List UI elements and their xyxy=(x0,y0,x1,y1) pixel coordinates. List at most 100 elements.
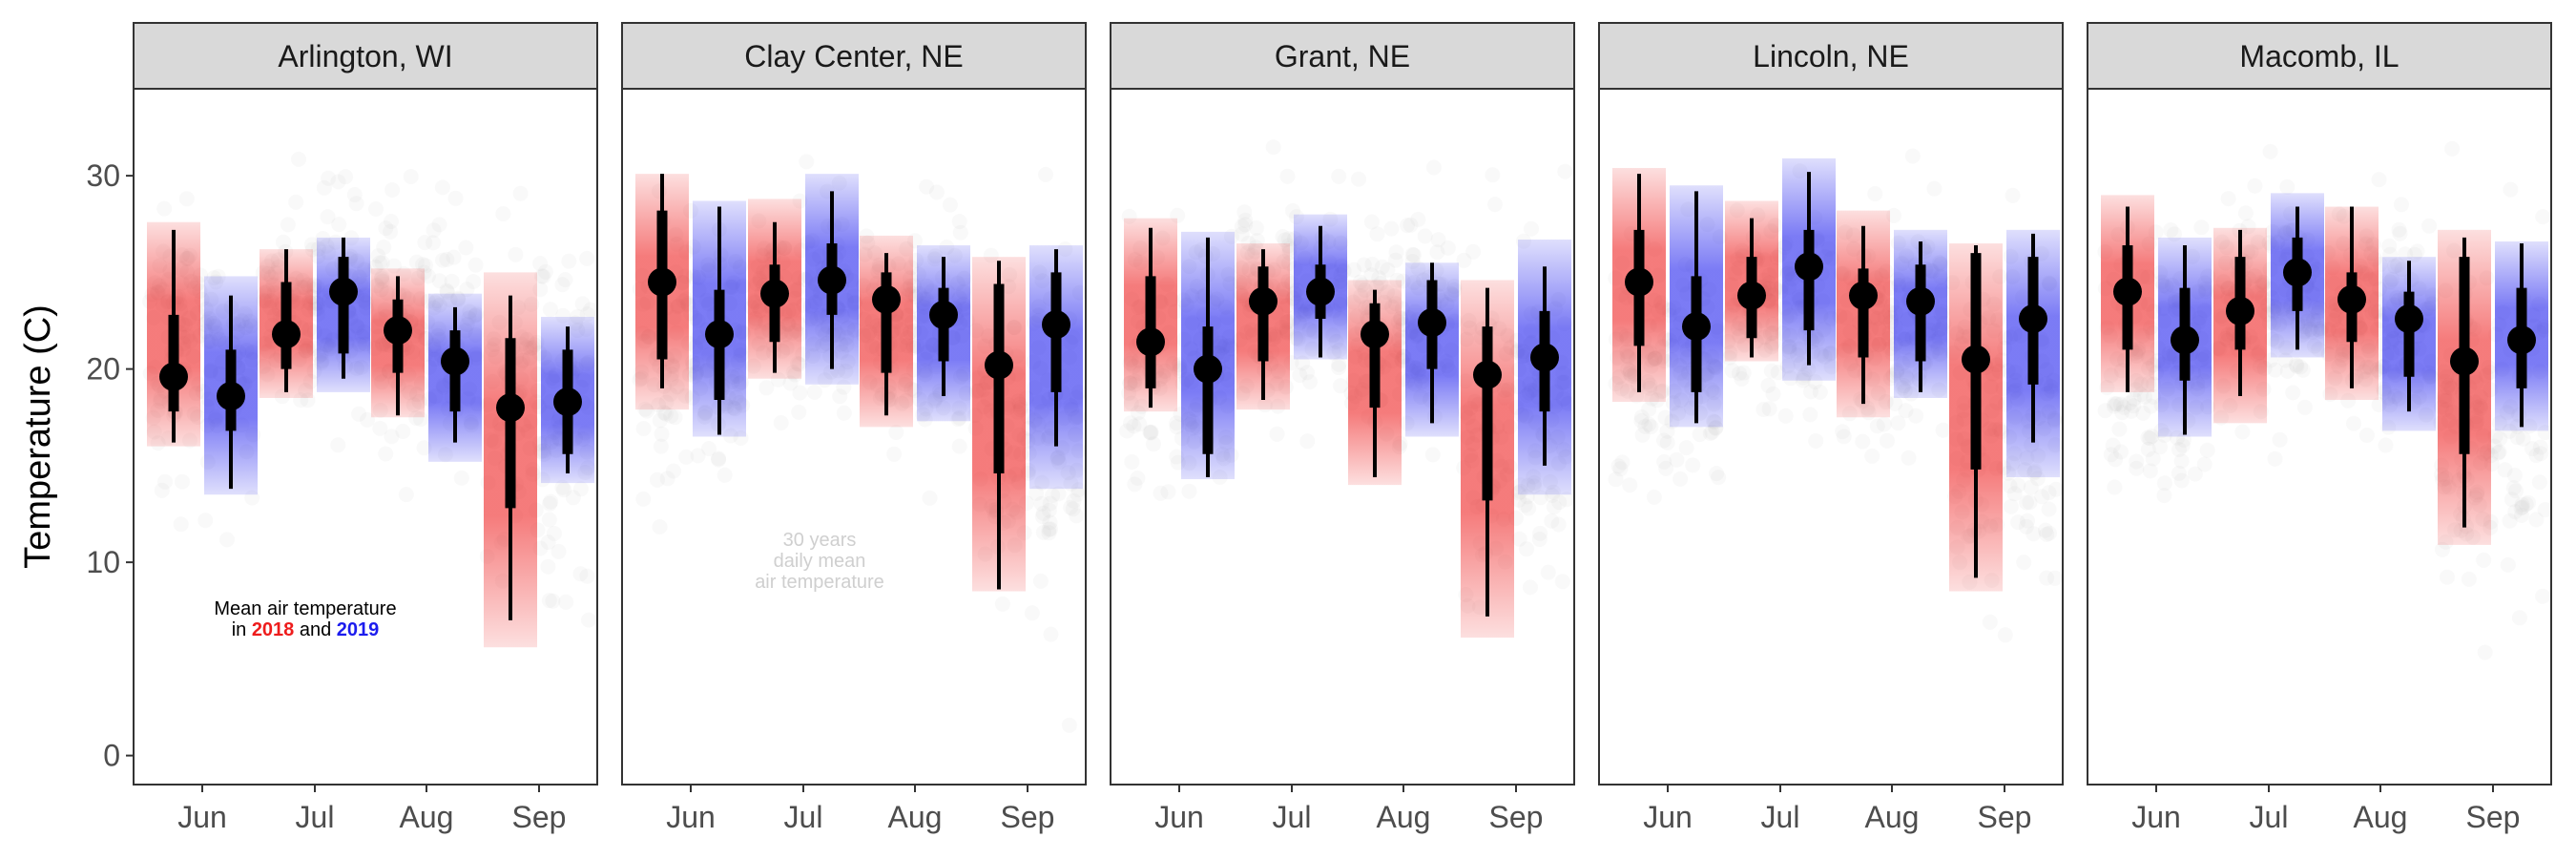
background-point xyxy=(512,185,529,201)
background-point xyxy=(384,182,401,198)
background-point xyxy=(2126,391,2142,407)
background-point xyxy=(942,197,958,213)
background-point xyxy=(1124,454,1140,470)
x-tick-label: Aug xyxy=(2354,800,2408,834)
background-point xyxy=(1380,262,1396,278)
facet-strip-label: Clay Center, NE xyxy=(744,39,963,73)
background-point xyxy=(417,235,433,251)
background-point xyxy=(2126,398,2142,414)
background-point xyxy=(1331,356,1347,372)
background-point xyxy=(791,404,807,420)
background-point xyxy=(533,268,550,284)
background-point xyxy=(403,169,419,184)
background-point xyxy=(1867,186,1883,201)
background-point xyxy=(832,388,848,405)
background-point xyxy=(2296,399,2313,415)
background-point xyxy=(426,222,442,239)
background-note-line: daily mean xyxy=(774,551,866,572)
facet-panel-grant-ne: Grant, NE Jun Jul Aug Sep xyxy=(1110,22,1575,834)
background-point xyxy=(2490,445,2506,461)
background-point xyxy=(1678,440,1694,456)
background-point xyxy=(2237,205,2254,221)
background-point xyxy=(1405,247,1422,263)
background-point xyxy=(1425,159,1442,176)
mean-point xyxy=(985,350,1013,380)
annotation-line-1: Mean air temperature xyxy=(214,598,396,619)
mean-point xyxy=(1962,345,1990,374)
background-point xyxy=(384,429,400,445)
background-point xyxy=(1869,418,1885,434)
background-point xyxy=(384,214,399,229)
background-point xyxy=(1424,447,1441,463)
background-point xyxy=(2020,513,2035,529)
background-point xyxy=(1658,460,1674,476)
background-point xyxy=(1702,426,1718,441)
background-point xyxy=(1069,508,1085,524)
background-point xyxy=(2114,405,2130,421)
mean-point xyxy=(2450,346,2479,376)
background-point xyxy=(557,272,573,287)
background-point xyxy=(653,438,669,454)
background-point xyxy=(1890,415,1906,431)
background-point xyxy=(551,543,567,559)
background-point xyxy=(219,532,235,548)
mean-point xyxy=(384,316,412,346)
background-point xyxy=(545,593,561,609)
background-point xyxy=(338,169,354,185)
background-point xyxy=(2487,429,2503,444)
background-point xyxy=(1410,211,1426,227)
background-point xyxy=(1032,573,1049,589)
background-point xyxy=(581,612,596,628)
background-point xyxy=(439,251,455,267)
background-point xyxy=(2016,555,2032,571)
background-point xyxy=(1331,168,1347,184)
background-point xyxy=(431,217,447,233)
background-point xyxy=(2528,448,2545,463)
background-point xyxy=(2511,610,2527,626)
background-point xyxy=(2103,447,2119,463)
background-point xyxy=(2295,362,2311,378)
background-point xyxy=(546,525,562,541)
x-tick-label: Jun xyxy=(2131,800,2181,834)
background-point xyxy=(537,263,553,280)
background-point xyxy=(1119,423,1135,439)
background-point xyxy=(1279,168,1296,184)
background-point xyxy=(1659,423,1675,439)
background-point xyxy=(1659,434,1675,450)
background-point xyxy=(1485,167,1501,183)
background-point xyxy=(1755,402,1772,417)
background-point xyxy=(1926,180,1942,197)
facet-panel-lincoln-ne: Lincoln, NE Jun Jul Aug Sep xyxy=(1598,22,2064,834)
background-point xyxy=(1275,229,1291,244)
background-point xyxy=(1383,220,1400,237)
background-point xyxy=(556,482,572,498)
background-point xyxy=(2023,479,2039,495)
background-point xyxy=(1672,471,1689,487)
background-point xyxy=(1760,377,1776,393)
background-point xyxy=(1517,497,1533,513)
background-point xyxy=(2509,430,2525,446)
background-point xyxy=(2107,479,2123,495)
background-point xyxy=(288,194,304,210)
x-tick-label: Sep xyxy=(1978,800,2032,834)
background-point xyxy=(1369,226,1385,242)
background-point xyxy=(2513,500,2529,516)
background-point xyxy=(758,380,775,396)
background-point xyxy=(2039,526,2055,542)
background-point xyxy=(1656,453,1672,470)
background-point xyxy=(1066,492,1082,509)
background-point xyxy=(346,187,363,202)
background-point xyxy=(1024,605,1040,621)
background-point xyxy=(508,246,524,262)
background-point xyxy=(1292,367,1308,384)
background-point xyxy=(1887,395,1903,411)
background-point xyxy=(1248,220,1264,236)
background-point xyxy=(426,235,441,251)
background-point xyxy=(2409,243,2425,260)
background-point xyxy=(1169,419,1185,435)
background-point xyxy=(1546,499,1562,514)
background-point xyxy=(415,257,431,273)
background-point xyxy=(330,437,346,453)
background-point xyxy=(554,479,571,495)
